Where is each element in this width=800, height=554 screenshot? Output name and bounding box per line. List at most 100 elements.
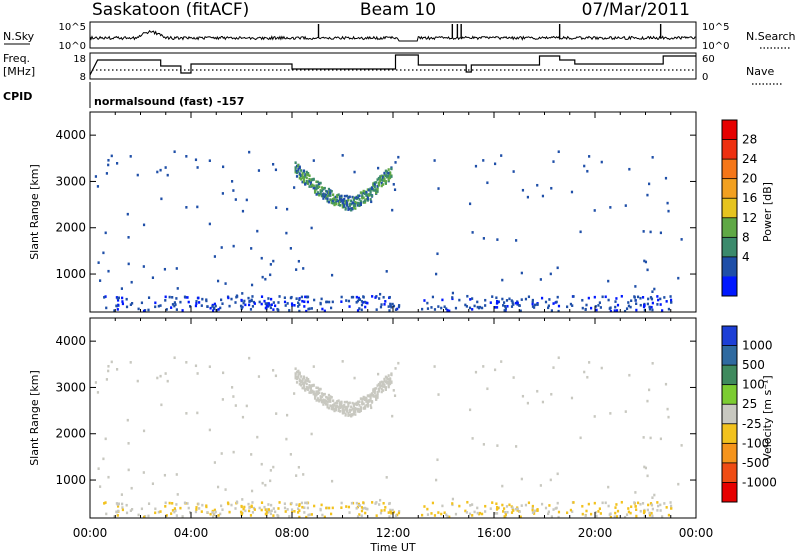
velocity-cell bbox=[98, 485, 102, 488]
velocity-cell bbox=[165, 514, 168, 517]
velocity-cell bbox=[365, 507, 368, 511]
power-cell bbox=[248, 300, 251, 303]
power-cell bbox=[426, 301, 429, 305]
velocity-cell bbox=[615, 515, 619, 518]
velocity-cell bbox=[387, 382, 390, 386]
velocity-cell bbox=[185, 361, 188, 364]
velocity-cell bbox=[359, 408, 362, 411]
velocity-cell bbox=[392, 389, 395, 392]
power-cell bbox=[313, 298, 316, 302]
velocity-cell bbox=[388, 382, 392, 386]
power-cell bbox=[589, 306, 593, 310]
power-cell bbox=[375, 308, 378, 311]
velocity-cell bbox=[327, 400, 331, 403]
velocity-cell bbox=[384, 506, 387, 509]
power-cell bbox=[435, 272, 438, 276]
power-cell bbox=[97, 261, 100, 264]
power-cell bbox=[471, 297, 474, 300]
velocity-cell bbox=[386, 376, 389, 380]
colorbar-tick-label: 20 bbox=[742, 172, 757, 186]
power-cell bbox=[173, 301, 176, 304]
velocity-cell bbox=[557, 515, 560, 519]
velocity-cell bbox=[276, 513, 279, 517]
power-cell bbox=[441, 298, 444, 302]
velocity-cell bbox=[388, 515, 391, 518]
velocity-cell bbox=[322, 400, 325, 404]
velocity-cell bbox=[355, 501, 358, 505]
power-cell bbox=[327, 187, 331, 191]
velocity-cell bbox=[458, 504, 461, 508]
velocity-cell bbox=[330, 404, 333, 408]
ytick-label: 1000 bbox=[55, 473, 86, 487]
velocity-cell bbox=[331, 506, 334, 510]
velocity-cell bbox=[294, 376, 297, 380]
power-cell bbox=[102, 251, 105, 255]
power-cell bbox=[639, 296, 642, 300]
velocity-cell bbox=[437, 511, 440, 514]
power-cell bbox=[316, 184, 319, 187]
velocity-cell bbox=[536, 389, 539, 393]
velocity-cell bbox=[345, 505, 348, 508]
power-cell bbox=[253, 302, 256, 305]
power-cell bbox=[344, 199, 347, 203]
velocity-cell bbox=[355, 507, 358, 510]
colorbar-tick-label: 1000 bbox=[742, 339, 773, 353]
power-cell bbox=[291, 303, 294, 307]
velocity-cell bbox=[369, 399, 372, 402]
power-cell bbox=[527, 295, 531, 299]
power-cell bbox=[343, 194, 346, 198]
power-cell bbox=[358, 298, 362, 301]
velocity-cell bbox=[379, 381, 382, 385]
velocity-cell bbox=[557, 356, 560, 360]
velocity-cell bbox=[390, 381, 393, 384]
power-cell bbox=[115, 162, 119, 165]
power-cell bbox=[372, 189, 375, 192]
velocity-cell bbox=[384, 386, 387, 389]
power-cell bbox=[298, 172, 301, 175]
power-cell bbox=[369, 198, 372, 201]
colorbar-swatch bbox=[722, 462, 737, 483]
velocity-cell bbox=[269, 469, 272, 472]
velocity-cell bbox=[96, 391, 100, 394]
power-ylabel: Slant Range [km] bbox=[28, 164, 41, 260]
power-cell bbox=[503, 309, 506, 312]
velocity-cell bbox=[547, 510, 550, 514]
velocity-cell bbox=[550, 392, 553, 396]
velocity-cell bbox=[386, 378, 389, 381]
velocity-cell bbox=[572, 501, 575, 504]
velocity-cell bbox=[351, 407, 354, 411]
power-cell bbox=[298, 176, 301, 180]
velocity-cell bbox=[121, 502, 124, 506]
power-cell bbox=[584, 308, 587, 311]
power-cell bbox=[170, 306, 173, 309]
velocity-cell bbox=[110, 360, 113, 364]
velocity-cell bbox=[323, 401, 326, 405]
velocity-cell bbox=[332, 405, 335, 409]
velocity-cell bbox=[397, 361, 400, 365]
velocity-cell bbox=[609, 512, 612, 516]
velocity-cell bbox=[213, 512, 216, 516]
velocity-cell bbox=[352, 407, 356, 410]
power-cell bbox=[370, 187, 374, 191]
velocity-cell bbox=[648, 511, 651, 515]
power-cell bbox=[634, 285, 637, 288]
velocity-cell bbox=[303, 511, 306, 514]
power-cell bbox=[326, 197, 329, 201]
velocity-cell bbox=[628, 373, 631, 377]
power-cell bbox=[550, 309, 553, 312]
velocity-cell bbox=[383, 379, 386, 383]
power-cell bbox=[330, 198, 333, 202]
power-cell bbox=[501, 278, 504, 282]
velocity-cell bbox=[232, 450, 235, 454]
colorbar-swatch bbox=[722, 139, 737, 160]
power-cell bbox=[265, 304, 268, 307]
velocity-cell bbox=[117, 509, 120, 513]
velocity-cell bbox=[391, 508, 394, 512]
velocity-cell bbox=[380, 384, 383, 387]
velocity-cell bbox=[634, 491, 637, 494]
velocity-cell bbox=[302, 384, 306, 387]
power-cell bbox=[309, 180, 313, 184]
power-cell bbox=[243, 299, 246, 303]
colorbar-swatch bbox=[722, 345, 737, 366]
velocity-cell bbox=[680, 444, 683, 447]
